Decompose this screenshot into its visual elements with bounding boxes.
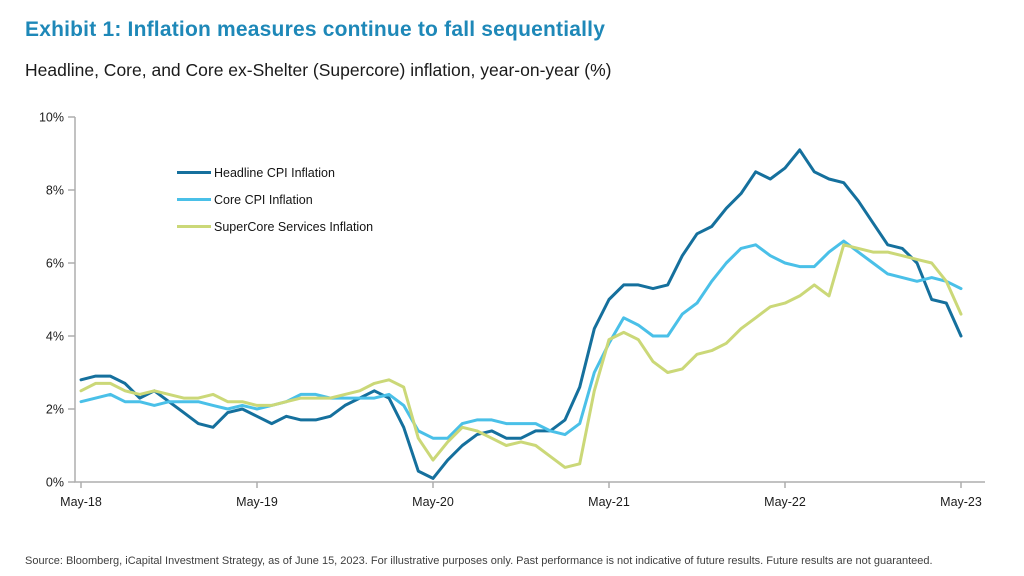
x-tick-label: May-18: [60, 495, 102, 509]
x-tick-label: May-23: [940, 495, 982, 509]
source-note: Source: Bloomberg, iCapital Investment S…: [25, 555, 933, 567]
y-tick-label: 6%: [46, 257, 64, 271]
legend-label: SuperCore Services Inflation: [214, 219, 374, 234]
chart-legend: Headline CPI Inflation Core CPI Inflation…: [177, 159, 373, 240]
y-tick-label: 8%: [46, 184, 64, 198]
x-tick-label: May-20: [412, 495, 454, 509]
series-line-core-cpi-inflation: [79, 239, 963, 440]
legend-swatch-icon: [177, 225, 211, 228]
legend-label: Core CPI Inflation: [214, 192, 313, 207]
y-tick-label: 4%: [46, 330, 64, 344]
exhibit-title: Exhibit 1: Inflation measures continue t…: [25, 18, 606, 41]
y-tick-label: 0%: [46, 476, 64, 490]
x-tick-label: May-19: [236, 495, 278, 509]
legend-swatch-icon: [177, 198, 211, 201]
legend-item: Headline CPI Inflation: [177, 159, 373, 186]
chart-subtitle: Headline, Core, and Core ex-Shelter (Sup…: [25, 60, 612, 80]
y-tick-label: 2%: [46, 403, 64, 417]
series-line-supercore-services-inflation: [79, 243, 963, 469]
x-tick-label: May-21: [588, 495, 630, 509]
legend-item: Core CPI Inflation: [177, 186, 373, 213]
legend-swatch-icon: [177, 171, 211, 174]
series-line-headline-cpi-inflation: [79, 148, 963, 480]
y-tick-label: 10%: [39, 111, 64, 125]
legend-item: SuperCore Services Inflation: [177, 213, 373, 240]
legend-label: Headline CPI Inflation: [214, 165, 335, 180]
x-tick-label: May-22: [764, 495, 806, 509]
